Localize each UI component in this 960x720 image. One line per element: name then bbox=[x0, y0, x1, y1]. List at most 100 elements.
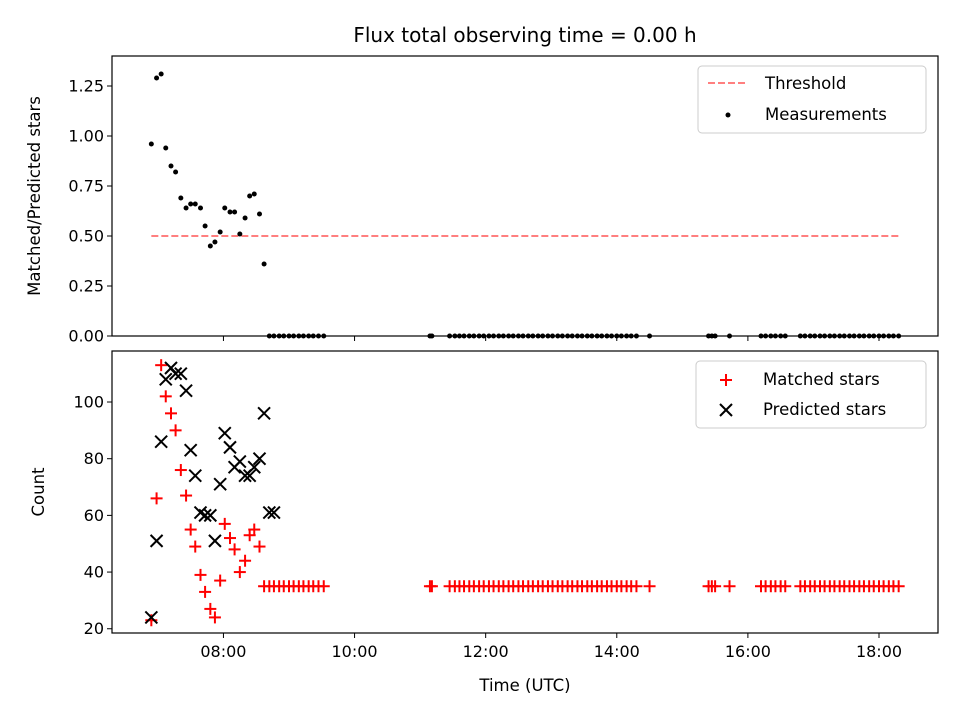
bottom-plot-frame bbox=[111, 350, 939, 634]
measurement-point bbox=[251, 191, 257, 197]
matched-legend-swatch bbox=[720, 374, 732, 386]
measurement-point bbox=[202, 223, 208, 229]
measurement-point bbox=[178, 195, 184, 201]
measurement-point bbox=[198, 205, 203, 211]
predicted-stars-point bbox=[218, 426, 232, 440]
measurement-point bbox=[168, 163, 174, 169]
top-y-tick-label: 0.50 bbox=[68, 227, 104, 246]
matched-stars-point bbox=[248, 523, 261, 536]
matched-stars-point bbox=[155, 359, 168, 372]
matched-stars-point bbox=[184, 523, 197, 536]
bottom-y-tick-label: 20 bbox=[84, 619, 104, 638]
matched-stars-point bbox=[159, 390, 172, 403]
threshold-legend-label: Threshold bbox=[764, 74, 846, 93]
measurement-point bbox=[188, 201, 194, 207]
measurements-legend-label: Measurements bbox=[765, 105, 887, 124]
measurement-point bbox=[257, 211, 262, 217]
measurement-point bbox=[242, 215, 248, 221]
measurement-point bbox=[158, 71, 164, 77]
top-panel: 0.00 0.25 0.50 0.75 1.00 1.25 Matched/Predict… bbox=[25, 55, 939, 346]
measurement-point bbox=[163, 145, 169, 151]
bottom-y-tick-label: 100 bbox=[73, 393, 104, 412]
predicted-stars-point bbox=[233, 454, 247, 469]
bottom-y-ticks: 20 40 60 80 100 bbox=[73, 393, 112, 638]
matched-stars-point bbox=[204, 602, 217, 615]
top-y-tick-label: 1.00 bbox=[68, 127, 104, 146]
bottom-y-axis-label: Count bbox=[29, 467, 48, 517]
matched-stars-point bbox=[194, 568, 207, 581]
top-legend-box bbox=[697, 65, 927, 134]
predicted-stars-point bbox=[242, 468, 257, 483]
top-y-ticks: 0.00 0.25 0.50 0.75 1.00 1.25 bbox=[68, 77, 112, 346]
measurement-point bbox=[227, 209, 233, 215]
measurements-legend-swatch bbox=[725, 112, 731, 118]
matched-stars-point bbox=[228, 543, 241, 556]
matched-stars-point bbox=[208, 611, 221, 624]
top-plot-frame bbox=[111, 55, 939, 337]
predicted-legend-label: Predicted stars bbox=[763, 400, 886, 419]
measurement-point bbox=[192, 201, 198, 207]
predicted-stars-point bbox=[168, 366, 183, 381]
matched-stars-point bbox=[189, 540, 202, 553]
predicted-stars-point bbox=[208, 534, 222, 548]
predicted-stars-point bbox=[188, 468, 202, 483]
measurement-point bbox=[207, 243, 213, 249]
matched-legend-label: Matched stars bbox=[763, 370, 880, 389]
top-y-tick-label: 0.75 bbox=[68, 177, 104, 196]
predicted-stars-point bbox=[159, 372, 173, 387]
matched-stars-point bbox=[218, 517, 231, 530]
x-tick-label: 12:00 bbox=[463, 642, 509, 661]
x-tick-label: 14:00 bbox=[594, 642, 640, 661]
top-y-tick-label: 0.00 bbox=[68, 327, 104, 346]
predicted-legend-swatch bbox=[719, 403, 733, 417]
matched-stars-point bbox=[723, 580, 736, 593]
measurement-point bbox=[154, 75, 160, 81]
matched-stars-point bbox=[630, 580, 643, 593]
predicted-stars-point bbox=[262, 505, 277, 520]
matched-stars-point bbox=[709, 580, 722, 593]
matched-stars-point bbox=[892, 580, 905, 593]
measurement-point bbox=[237, 231, 243, 237]
matched-stars-point bbox=[174, 464, 187, 477]
matched-stars-point bbox=[779, 580, 792, 593]
matched-stars-point bbox=[180, 489, 193, 502]
bottom-y-tick-label: 40 bbox=[84, 563, 104, 582]
predicted-stars-point bbox=[203, 508, 218, 523]
x-tick-label: 10:00 bbox=[332, 642, 378, 661]
top-y-tick-label: 1.25 bbox=[68, 77, 104, 96]
top-y-axis-label: Matched/Predicted stars bbox=[25, 96, 44, 296]
matched-stars-point bbox=[199, 585, 212, 598]
matched-stars-point bbox=[165, 407, 177, 420]
matched-stars-point bbox=[643, 580, 656, 593]
bottom-panel-marks bbox=[144, 359, 905, 627]
predicted-stars-point bbox=[257, 406, 271, 421]
measurement-point bbox=[148, 141, 154, 147]
x-axis-label: Time (UTC) bbox=[478, 676, 570, 695]
matched-stars-point bbox=[233, 566, 246, 579]
measurement-point bbox=[212, 239, 218, 245]
measurement-point bbox=[261, 261, 267, 267]
measurement-point bbox=[173, 169, 179, 175]
measurement-point bbox=[217, 229, 223, 235]
matched-stars-point bbox=[169, 424, 182, 437]
bottom-panel: 20 40 60 80 100 08:00 10:00 12:00 14:00 16:00 18:… bbox=[29, 350, 939, 695]
bottom-y-tick-label: 60 bbox=[84, 506, 104, 525]
predicted-stars-point bbox=[252, 451, 267, 466]
matched-stars-point bbox=[253, 540, 266, 553]
predicted-stars-point bbox=[144, 610, 159, 625]
matched-stars-point bbox=[150, 492, 163, 505]
matched-stars-point bbox=[239, 554, 252, 567]
chart-title: Flux total observing time = 0.00 h bbox=[353, 23, 696, 47]
matched-stars-point bbox=[317, 580, 330, 593]
bottom-legend-box bbox=[695, 360, 927, 429]
matched-stars-point bbox=[214, 574, 227, 587]
bottom-y-tick-label: 80 bbox=[84, 449, 104, 468]
predicted-stars-point bbox=[247, 460, 261, 474]
predicted-stars-point bbox=[149, 534, 164, 548]
measurement-point bbox=[222, 205, 228, 211]
predicted-stars-point bbox=[223, 440, 237, 455]
matched-stars-point bbox=[224, 532, 236, 545]
predicted-stars-point bbox=[198, 508, 212, 523]
x-tick-label: 08:00 bbox=[200, 642, 246, 661]
